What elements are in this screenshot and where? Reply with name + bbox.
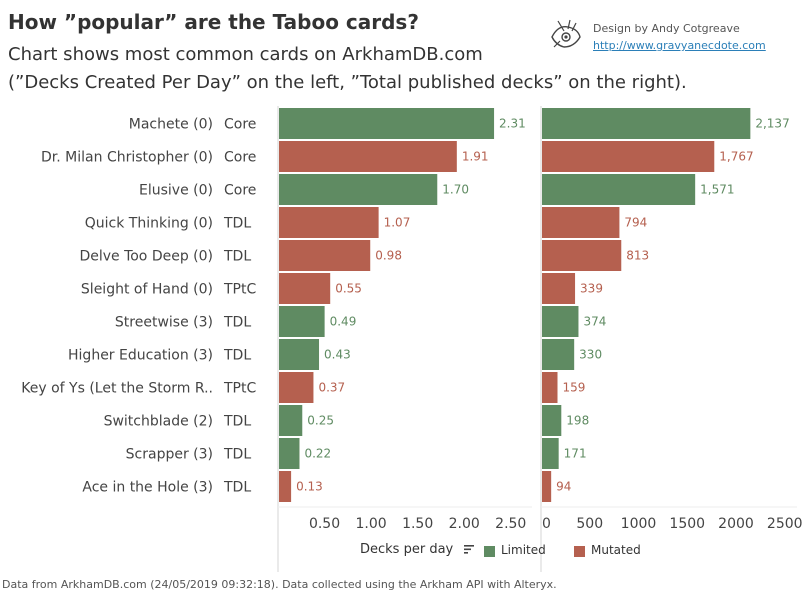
total-decks-bar	[542, 240, 622, 271]
pack-label: TPtC	[223, 282, 256, 298]
decks-per-day-bar	[279, 372, 314, 403]
author-website-link[interactable]: http://www.gravyanecdote.com	[593, 39, 766, 52]
legend-label-limited: Limited	[501, 543, 546, 557]
card-name-label: Key of Ys (Let the Storm R..	[21, 381, 213, 397]
pack-label: Core	[224, 150, 256, 166]
total-decks-bar	[542, 471, 552, 502]
right-axis-tick-label: 1000	[621, 516, 657, 532]
total-decks-value-label: 198	[566, 414, 589, 428]
total-decks-value-label: 171	[564, 447, 587, 461]
decks-per-day-bar	[279, 108, 495, 139]
card-name-label: Dr. Milan Christopher (0)	[41, 150, 213, 166]
right-axis-tick-label: 2000	[718, 516, 754, 532]
decks-per-day-bar	[279, 405, 303, 436]
total-decks-bar	[542, 207, 620, 238]
card-name-label: Ace in the Hole (3)	[82, 480, 213, 496]
pack-label: Core	[224, 183, 256, 199]
total-decks-value-label: 1,571	[700, 183, 734, 197]
decks-per-day-value-label: 0.22	[304, 447, 331, 461]
decks-per-day-bar	[279, 273, 331, 304]
decks-per-day-bar	[279, 306, 325, 337]
decks-per-day-bar	[279, 240, 371, 271]
design-credit: Design by Andy Cotgreave	[593, 22, 740, 35]
total-decks-bar	[542, 306, 579, 337]
card-name-label: Delve Too Deep (0)	[79, 249, 213, 265]
total-decks-bar	[542, 438, 559, 469]
pack-label: TDL	[223, 315, 251, 331]
left-axis-tick-label: 0.50	[309, 516, 340, 532]
total-decks-value-label: 813	[626, 249, 649, 263]
card-name-label: Streetwise (3)	[115, 315, 213, 331]
total-decks-bar	[542, 273, 576, 304]
total-decks-value-label: 339	[580, 282, 603, 296]
decks-per-day-bar	[279, 174, 438, 205]
decks-per-day-value-label: 0.13	[296, 480, 323, 494]
total-decks-value-label: 1,767	[719, 150, 753, 164]
left-axis-tick-label: 1.50	[402, 516, 433, 532]
decks-per-day-value-label: 0.43	[324, 348, 351, 362]
decks-per-day-value-label: 0.98	[375, 249, 402, 263]
left-axis-tick-label: 1.00	[356, 516, 387, 532]
right-axis-tick-label: 0	[542, 516, 551, 532]
left-axis-tick-label: 2.50	[495, 516, 526, 532]
decks-per-day-bar	[279, 141, 457, 172]
page-title: How ”popular” are the Taboo cards?	[8, 10, 419, 34]
total-decks-value-label: 330	[579, 348, 602, 362]
total-decks-value-label: 374	[583, 315, 606, 329]
decks-per-day-value-label: 1.07	[384, 216, 411, 230]
data-source-note: Data from ArkhamDB.com (24/05/2019 09:32…	[2, 578, 557, 591]
right-axis-tick-label: 2500	[767, 516, 803, 532]
card-name-label: Higher Education (3)	[68, 348, 213, 364]
decks-per-day-value-label: 0.25	[307, 414, 334, 428]
card-name-label: Quick Thinking (0)	[85, 216, 213, 232]
decks-per-day-value-label: 1.91	[462, 150, 489, 164]
card-name-label: Switchblade (2)	[104, 414, 213, 430]
total-decks-bar	[542, 405, 562, 436]
card-name-label: Sleight of Hand (0)	[81, 282, 213, 298]
right-axis-tick-label: 500	[576, 516, 603, 532]
total-decks-value-label: 794	[624, 216, 647, 230]
total-decks-value-label: 94	[556, 480, 571, 494]
decks-per-day-value-label: 1.70	[442, 183, 469, 197]
subtitle-line-1: Chart shows most common cards on ArkhamD…	[8, 44, 483, 65]
left-axis-tick-label: 2.00	[449, 516, 480, 532]
decks-per-day-value-label: 2.31	[499, 117, 526, 131]
card-name-label: Scrapper (3)	[126, 447, 213, 463]
card-name-label: Machete (0)	[129, 117, 213, 133]
total-decks-bar	[542, 141, 715, 172]
pack-label: TDL	[223, 249, 251, 265]
legend-title: Decks per day	[360, 542, 454, 557]
total-decks-bar	[542, 339, 575, 370]
right-axis-tick-label: 1500	[669, 516, 705, 532]
decks-per-day-value-label: 0.49	[330, 315, 357, 329]
total-decks-value-label: 2,137	[755, 117, 789, 131]
decks-per-day-value-label: 0.37	[318, 381, 345, 395]
pack-label: TDL	[223, 216, 251, 232]
decks-per-day-bar	[279, 438, 300, 469]
pack-label: TDL	[223, 348, 251, 364]
pack-label: TDL	[223, 414, 251, 430]
total-decks-value-label: 159	[563, 381, 586, 395]
total-decks-bar	[542, 174, 696, 205]
total-decks-bar	[542, 372, 558, 403]
sort-icon[interactable]	[464, 545, 474, 554]
decks-per-day-bar	[279, 207, 379, 238]
pack-label: Core	[224, 117, 256, 133]
total-decks-bar	[542, 108, 751, 139]
pack-label: TDL	[223, 480, 251, 496]
subtitle-line-2: (”Decks Created Per Day” on the left, ”T…	[8, 72, 687, 93]
card-name-label: Elusive (0)	[139, 183, 213, 199]
pack-label: TDL	[223, 447, 251, 463]
legend-swatch-mutated	[574, 546, 585, 557]
decks-per-day-value-label: 0.55	[335, 282, 362, 296]
legend-swatch-limited	[484, 546, 495, 557]
decks-per-day-bar	[279, 339, 320, 370]
pack-label: TPtC	[223, 381, 256, 397]
decks-per-day-bar	[279, 471, 292, 502]
legend-label-mutated: Mutated	[591, 543, 641, 557]
author-logo-icon	[551, 19, 581, 48]
